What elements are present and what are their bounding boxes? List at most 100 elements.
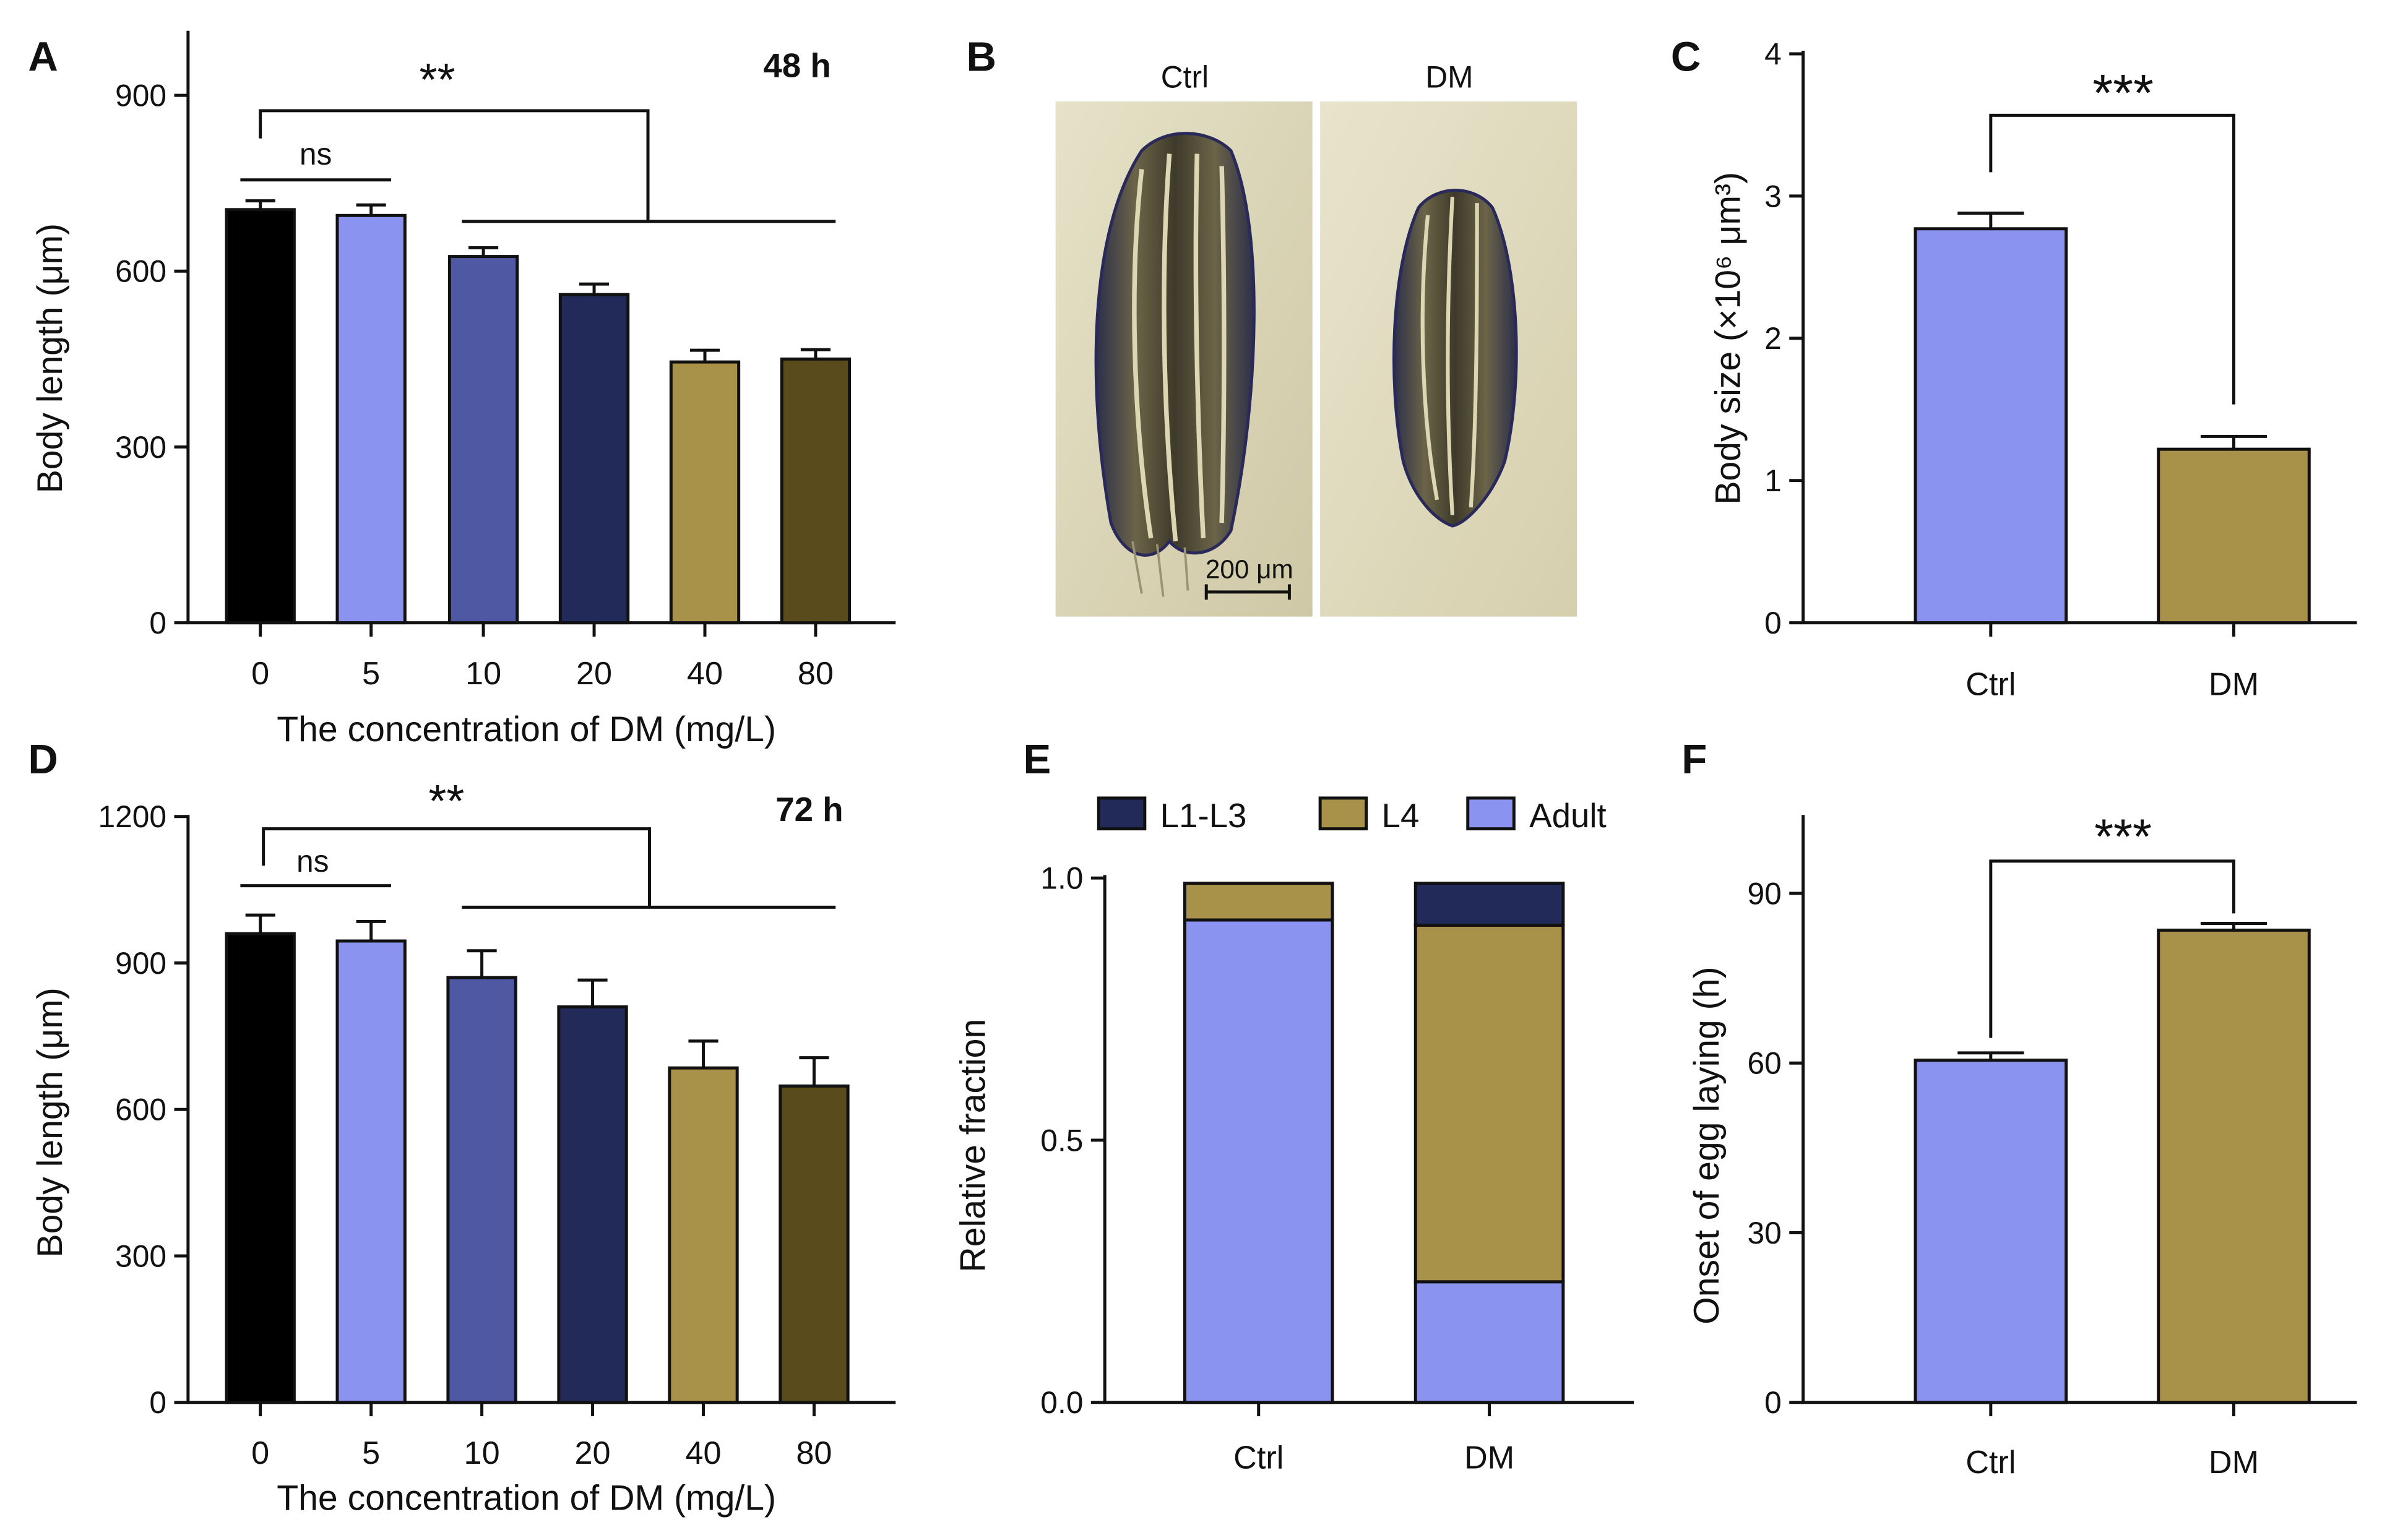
chart-c-bars: Ctrl DM — [1914, 211, 2311, 702]
chart-f-sig-bracket — [1989, 859, 2235, 1038]
chart-a: 0 300 600 900 0 5 10 20 40 80 ** ns 48 h Body len… — [30, 30, 896, 749]
chart-d-bar — [557, 1005, 628, 1404]
chart-a-ytick-label: 300 — [115, 430, 166, 465]
chart-d-ytick-label: 0 — [149, 1385, 166, 1420]
worms-ctrl — [1094, 132, 1256, 597]
chart-d-bar — [446, 976, 517, 1404]
chart-c-ytick-label: 3 — [1764, 179, 1782, 213]
panel-label-e: E — [1023, 736, 1051, 783]
chart-c-ytick-label: 4 — [1764, 37, 1782, 71]
chart-c-gridticks: 0 1 2 3 4 — [1764, 37, 1803, 640]
chart-f-sig: *** — [1989, 809, 2235, 1038]
chart-e-bars: Ctrl DM — [1183, 882, 1565, 1476]
chart-a-bar — [558, 293, 630, 625]
chart-d-ylabel: Body length (μm) — [30, 987, 70, 1257]
chart-a-xlabel: The concentration of DM (mg/L) — [277, 710, 776, 749]
panel-label-b: B — [967, 33, 996, 80]
chart-d-xtick-label: 5 — [362, 1435, 380, 1471]
chart-e-segment-adult — [1413, 1280, 1565, 1404]
micrograph-panel: Ctrl DM 200 μm — [1055, 60, 1577, 617]
chart-f-bar — [1914, 1059, 2068, 1404]
chart-d-ytick-label: 900 — [115, 946, 166, 981]
chart-a-ytick-label: 900 — [115, 78, 166, 113]
chart-d-annotation: 72 h — [775, 791, 843, 828]
panel-label-f: F — [1681, 736, 1707, 783]
chart-c-ytick-label: 1 — [1764, 463, 1782, 498]
chart-d-bar — [779, 1084, 850, 1404]
chart-a-ns-label: ns — [300, 137, 332, 171]
chart-a-ytick-label: 0 — [149, 606, 166, 640]
chart-d-xlabel: The concentration of DM (mg/L) — [277, 1479, 776, 1518]
chart-a-xtick-label: 80 — [798, 656, 834, 692]
chart-f: 0 30 60 90 Ctrl DM *** Onset of egg laying (… — [1687, 809, 2357, 1481]
chart-a-xtick-label: 0 — [251, 656, 269, 692]
chart-c-bar — [1914, 227, 2068, 625]
chart-e-segment-adult — [1183, 918, 1334, 1404]
chart-d-bar — [335, 939, 407, 1404]
chart-a-xtick-label: 10 — [465, 656, 501, 692]
chart-f-gridticks: 0 30 60 90 — [1747, 876, 1803, 1420]
chart-d-ytick-label: 1200 — [98, 799, 167, 834]
chart-f-bar — [2157, 928, 2311, 1404]
chart-f-ytick-label: 0 — [1764, 1385, 1782, 1420]
chart-e: 0.0 0.5 1.0 Ctrl DM L1-L3 L4 Adult Relative f… — [953, 796, 1634, 1476]
chart-d-bar — [225, 932, 296, 1404]
chart-d-sig-label: ** — [428, 775, 464, 827]
chart-d: 0 300 600 900 1200 0 5 10 20 40 80 ** ns 72 h Body… — [30, 775, 896, 1518]
chart-d-xtick-label: 80 — [796, 1435, 832, 1471]
chart-a-sig-label: ** — [419, 54, 455, 105]
chart-e-legend: L1-L3 L4 Adult — [1097, 796, 1607, 835]
chart-e-segment-l4 — [1183, 882, 1334, 922]
chart-e-legend-label: L1-L3 — [1160, 797, 1247, 835]
chart-a-sig-bracket-main — [259, 109, 650, 220]
chart-f-ytick-label: 60 — [1747, 1046, 1781, 1081]
chart-a-bar — [225, 208, 296, 625]
chart-d-bars: 0 5 10 20 40 80 — [225, 913, 850, 1471]
chart-d-xtick-label: 0 — [251, 1435, 269, 1471]
chart-f-sig-label: *** — [2094, 809, 2152, 864]
chart-a-ylabel: Body length (μm) — [30, 223, 70, 493]
chart-f-xtick-label: DM — [2209, 1445, 2259, 1481]
scale-bar-label: 200 μm — [1206, 555, 1293, 584]
chart-d-ytick-label: 300 — [115, 1239, 166, 1273]
chart-e-xtick-label: Ctrl — [1233, 1440, 1284, 1476]
chart-d-ns-label: ns — [296, 844, 329, 879]
panel-label-a: A — [28, 33, 58, 80]
chart-e-segment-l4 — [1413, 923, 1565, 1284]
micrograph-label-dm: DM — [1425, 60, 1473, 95]
chart-f-ylabel: Onset of egg laying (h) — [1687, 967, 1727, 1325]
chart-a-xtick-label: 5 — [362, 656, 380, 692]
chart-f-bars: Ctrl DM — [1914, 921, 2311, 1481]
chart-a-bars: 0 5 10 20 40 80 — [225, 199, 852, 692]
chart-e-gridticks: 0.0 0.5 1.0 — [1040, 861, 1105, 1420]
chart-c-sig: *** — [1989, 64, 2235, 405]
chart-a-bar — [669, 360, 741, 625]
chart-c-xtick-label: DM — [2209, 666, 2259, 702]
chart-d-bar — [668, 1066, 739, 1404]
chart-a-axes — [186, 30, 896, 625]
chart-f-ytick-label: 30 — [1747, 1216, 1781, 1250]
chart-d-xtick-label: 20 — [575, 1435, 611, 1471]
micrograph-label-ctrl: Ctrl — [1161, 60, 1209, 95]
chart-e-legend-swatch — [1318, 796, 1368, 831]
chart-e-legend-label: L4 — [1382, 797, 1420, 835]
chart-d-sig: ** ns — [240, 775, 836, 909]
chart-a-annotation: 48 h — [763, 46, 831, 84]
chart-c-ylabel: Body size (×10⁶ μm³) — [1709, 172, 1748, 505]
chart-c-xtick-label: Ctrl — [1966, 666, 2016, 702]
chart-e-legend-swatch — [1097, 796, 1147, 831]
chart-a-gridticks: 0 300 600 900 — [115, 78, 188, 640]
chart-c: 0 1 2 3 4 Ctrl DM *** Body size (×10⁶ μm³) — [1709, 37, 2357, 702]
chart-a-xtick-label: 20 — [576, 656, 612, 692]
chart-a-bar — [780, 357, 852, 625]
chart-a-bar — [447, 255, 519, 625]
chart-d-xtick-label: 10 — [464, 1435, 500, 1471]
chart-c-bar — [2157, 447, 2311, 625]
chart-d-ytick-label: 600 — [115, 1093, 166, 1127]
chart-d-xtick-label: 40 — [685, 1435, 721, 1471]
worms-dm — [1392, 189, 1518, 528]
chart-e-xtick-label: DM — [1464, 1440, 1514, 1476]
chart-a-ytick-label: 600 — [115, 254, 166, 289]
chart-c-ytick-label: 0 — [1764, 606, 1782, 640]
